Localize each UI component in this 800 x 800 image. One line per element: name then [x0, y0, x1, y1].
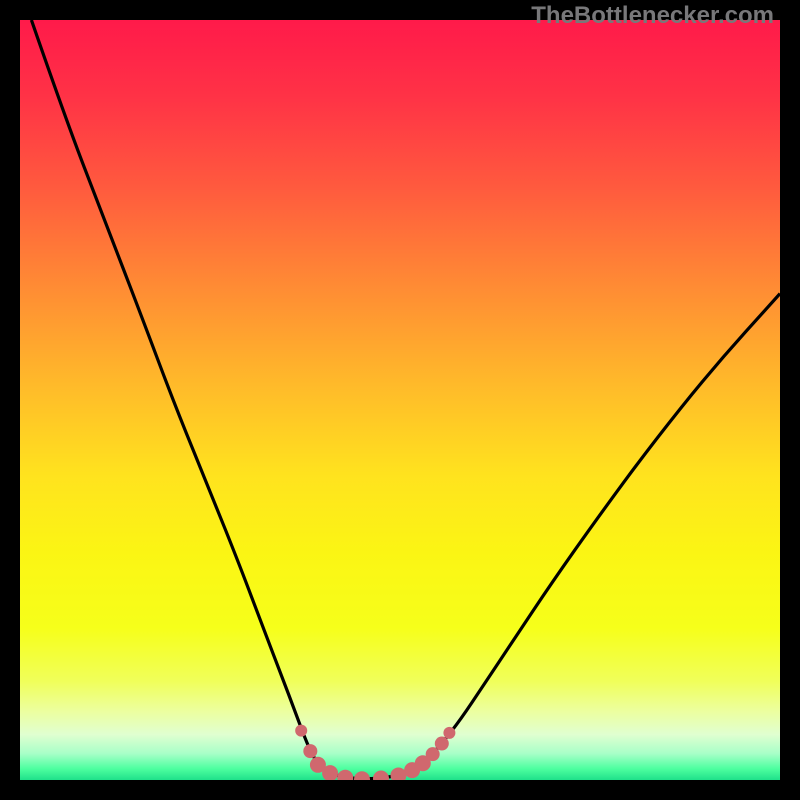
chart-frame: TheBottlenecker.com: [0, 0, 800, 800]
bottleneck-marker: [435, 737, 449, 751]
bottleneck-marker: [373, 770, 389, 780]
bottleneck-marker: [443, 727, 455, 739]
watermark-text: TheBottlenecker.com: [531, 2, 774, 30]
bottleneck-marker: [426, 747, 440, 761]
marker-layer: [20, 20, 780, 780]
bottleneck-marker: [390, 767, 406, 780]
bottleneck-marker: [303, 744, 317, 758]
bottleneck-marker: [295, 725, 307, 737]
bottleneck-marker: [337, 770, 353, 780]
bottleneck-marker: [354, 771, 370, 780]
plot-area: [20, 20, 780, 780]
